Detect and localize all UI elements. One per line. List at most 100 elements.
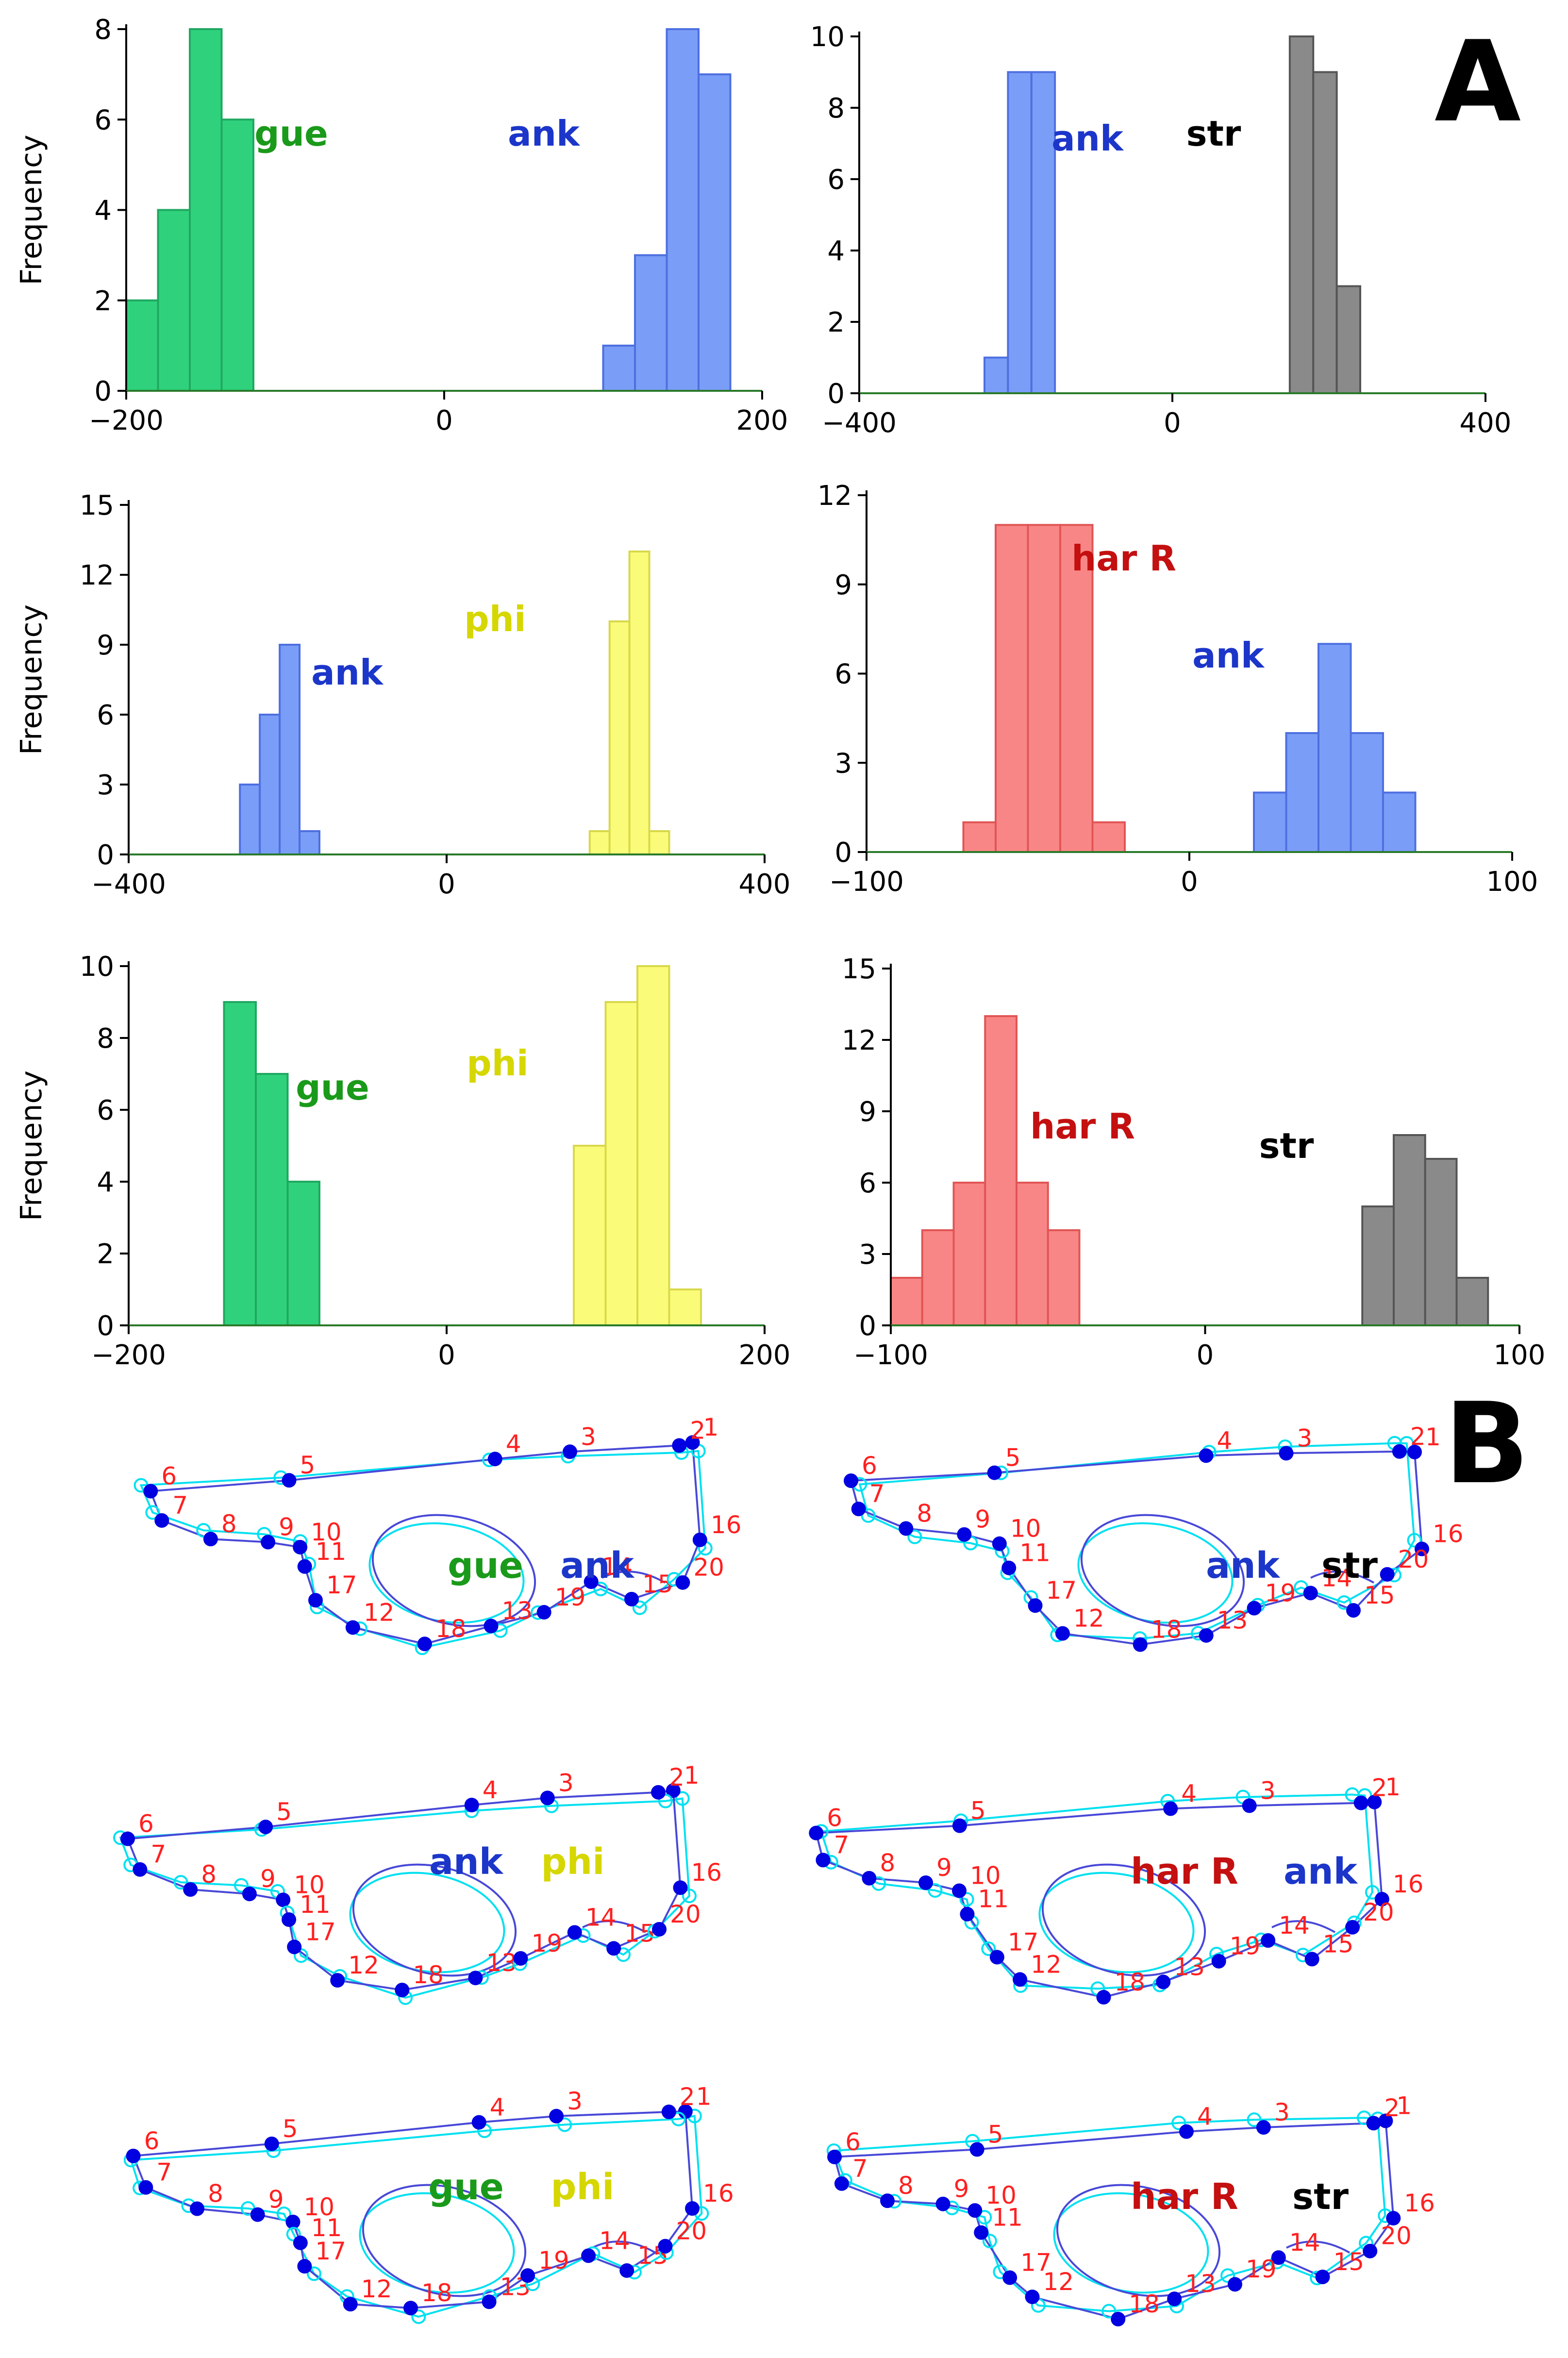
landmark-filled-6 xyxy=(126,2148,141,2163)
inner-outline-b xyxy=(1041,1863,1206,1977)
x-tick-label: −200 xyxy=(91,1339,166,1371)
comparison-label-1: gue xyxy=(428,2166,504,2208)
landmark-filled-20 xyxy=(675,1575,690,1590)
inner-outline-b xyxy=(371,1514,536,1627)
x-tick-label: 100 xyxy=(1494,1339,1546,1371)
landmark-open-11 xyxy=(982,2233,997,2248)
bar-ank-2 xyxy=(259,714,281,855)
panel-label-b: B xyxy=(1444,1379,1530,1509)
series-label-ank: ank xyxy=(1192,635,1265,676)
landmark-filled-8 xyxy=(880,2193,895,2208)
y-tick-label: 6 xyxy=(94,104,112,136)
landmark-filled-3 xyxy=(1242,1798,1257,1813)
landmark-number-9: 9 xyxy=(260,1865,276,1893)
comparison-label-2: phi xyxy=(541,1841,604,1883)
landmark-filled-11 xyxy=(1001,1560,1017,1575)
landmark-number-3: 3 xyxy=(1297,1424,1313,1452)
landmark-filled-9 xyxy=(918,1875,934,1890)
landmark-filled-20 xyxy=(1345,1920,1360,1935)
landmark-number-17: 17 xyxy=(326,1571,357,1599)
landmark-number-20: 20 xyxy=(1398,1545,1429,1573)
landmark-number-9: 9 xyxy=(936,1854,952,1882)
x-tick-label: 0 xyxy=(1197,1339,1214,1371)
landmark-filled-6 xyxy=(809,1825,824,1840)
landmark-number-13: 13 xyxy=(1185,2270,1216,2298)
landmark-filled-5 xyxy=(969,2142,984,2157)
landmark-filled-7 xyxy=(834,2176,849,2191)
landmark-filled-20 xyxy=(1380,1567,1395,1582)
landmark-number-1: 1 xyxy=(1385,1773,1401,1801)
comparison-label-1: gue xyxy=(448,1545,523,1587)
landmark-filled-11 xyxy=(960,1906,975,1922)
comparison-label-2: ank xyxy=(1284,1851,1358,1892)
bar-har-3 xyxy=(952,1182,986,1326)
landmark-number-4: 4 xyxy=(1197,2103,1213,2131)
landmark-number-10: 10 xyxy=(311,1518,342,1546)
landmark-number-4: 4 xyxy=(1217,1426,1232,1455)
y-tick-label: 9 xyxy=(97,630,114,661)
inner-curve xyxy=(601,1571,666,1584)
landmark-open-8 xyxy=(196,1523,211,1538)
landmark-filled-5 xyxy=(264,2136,279,2151)
y-tick-label: 15 xyxy=(842,953,876,985)
y-tick-label: 12 xyxy=(80,560,114,591)
x-tick-label: 200 xyxy=(736,405,788,436)
landmark-number-17: 17 xyxy=(305,1918,336,1946)
landmark-filled-9 xyxy=(957,1527,972,1542)
landmark-filled-3 xyxy=(540,1790,555,1806)
landmark-number-6: 6 xyxy=(845,2128,861,2156)
y-tick-label: 0 xyxy=(97,1310,114,1342)
landmark-number-2: 2 xyxy=(680,2083,695,2111)
landmark-filled-15 xyxy=(1304,1952,1319,1967)
x-tick-label: −100 xyxy=(853,1339,928,1371)
landmark-number-6: 6 xyxy=(862,1452,877,1480)
landmark-filled-4 xyxy=(471,2115,486,2130)
y-axis-label: Frequency xyxy=(15,135,49,285)
y-tick-label: 3 xyxy=(859,1239,876,1271)
series-label-gue: gue xyxy=(254,113,328,154)
landmark-filled-7 xyxy=(138,2180,153,2195)
bar-phi-4 xyxy=(668,1288,702,1326)
landmark-filled-18 xyxy=(403,2301,418,2316)
landmark-number-11: 11 xyxy=(311,2214,342,2242)
landmark-filled-13 xyxy=(1199,1628,1214,1643)
landmark-filled-12 xyxy=(1025,2290,1040,2305)
landmark-filled-11 xyxy=(297,1559,312,1574)
x-tick-label: 400 xyxy=(1460,407,1512,439)
bar-ank-2 xyxy=(1285,732,1319,853)
landmark-number-19: 19 xyxy=(538,2246,569,2274)
landmark-filled-10 xyxy=(967,2203,983,2218)
landmark-filled-20 xyxy=(652,1922,667,1937)
landmark-number-13: 13 xyxy=(1217,1606,1248,1635)
landmark-filled-8 xyxy=(899,1521,914,1536)
landmark-number-17: 17 xyxy=(315,2237,346,2265)
landmark-filled-18 xyxy=(417,1637,432,1652)
landmark-filled-20 xyxy=(1363,2243,1378,2258)
landmark-number-7: 7 xyxy=(150,1840,166,1869)
landmark-filled-4 xyxy=(1163,1801,1178,1816)
landmark-filled-4 xyxy=(464,1798,479,1813)
landmark-filled-19 xyxy=(513,1951,528,1966)
landmark-number-7: 7 xyxy=(869,1480,885,1508)
landmark-filled-14 xyxy=(1261,1933,1276,1948)
landmark-number-20: 20 xyxy=(1363,1898,1394,1926)
y-tick-label: 6 xyxy=(827,164,845,196)
landmark-filled-8 xyxy=(203,1532,218,1547)
landmark-filled-16 xyxy=(1374,1891,1389,1906)
y-tick-label: 0 xyxy=(834,837,852,869)
comparison-label-2: str xyxy=(1321,1545,1378,1587)
x-tick-label: −100 xyxy=(829,866,904,898)
landmark-filled-11 xyxy=(974,2225,989,2240)
landmark-number-6: 6 xyxy=(827,1804,842,1832)
landmark-filled-1 xyxy=(678,2104,693,2119)
bar-ank-2 xyxy=(1007,71,1033,394)
bar-phi-3 xyxy=(628,551,651,855)
x-tick-label: 100 xyxy=(1486,866,1538,898)
bar-har-5 xyxy=(1016,1182,1049,1326)
landmark-open-8 xyxy=(173,1875,188,1890)
